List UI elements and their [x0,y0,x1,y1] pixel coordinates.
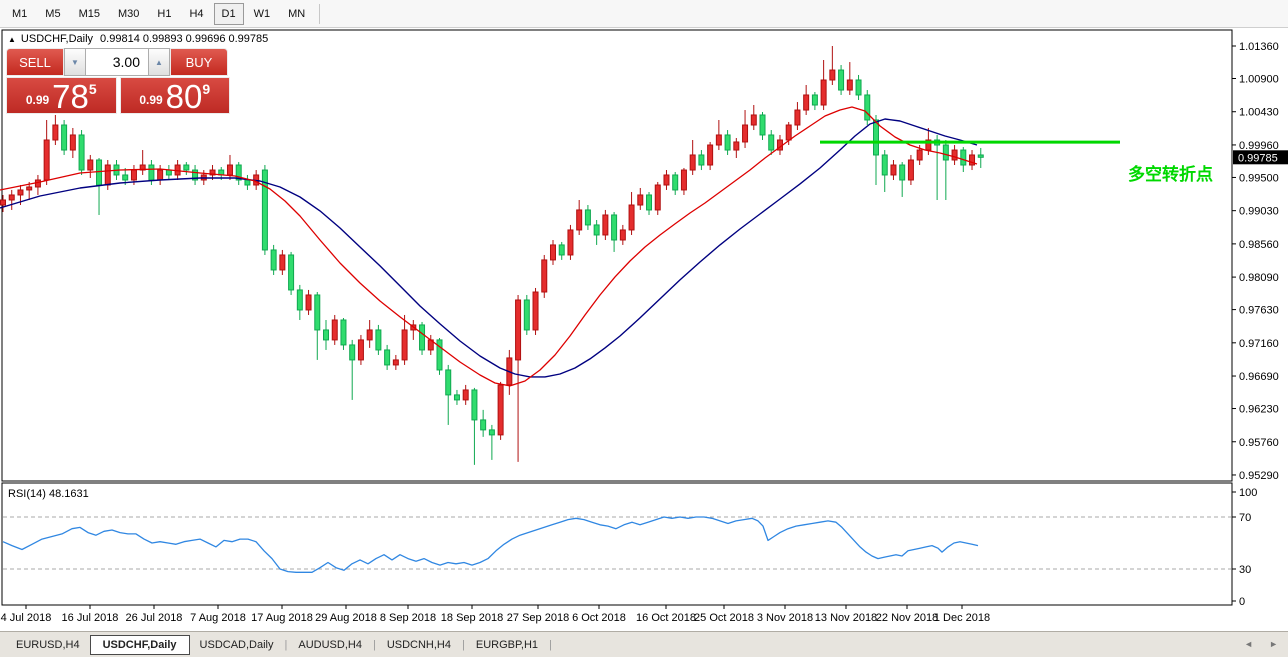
chart-symbol-label: USDCHF,Daily [20,33,94,45]
svg-text:3 Nov 2018: 3 Nov 2018 [757,612,813,624]
buy-price-box[interactable]: 0.99 80 9 [119,77,230,115]
svg-text:0.98090: 0.98090 [1239,272,1279,284]
sell-price-big: 78 [52,78,89,115]
svg-text:0.99785: 0.99785 [1238,152,1278,164]
svg-text:1.00900: 1.00900 [1239,74,1279,86]
svg-text:1 Dec 2018: 1 Dec 2018 [934,612,990,624]
svg-text:0.96690: 0.96690 [1239,371,1279,383]
svg-text:0: 0 [1239,596,1245,608]
sell-button[interactable]: SELL [6,48,64,76]
current-price-badge [1233,150,1288,165]
svg-text:0.97160: 0.97160 [1239,338,1279,350]
one-click-trade-panel: SELL ▼ 3.00 ▲ BUY 0.99 78 5 0.99 80 9 [6,48,230,114]
tab-separator: | [462,638,465,651]
svg-text:70: 70 [1239,512,1251,524]
rsi-pane[interactable] [1,482,1233,606]
svg-text:0.95760: 0.95760 [1239,437,1279,449]
chart-ohlc-values: 0.99814 0.99893 0.99696 0.99785 [100,33,269,45]
sell-price-prefix: 0.99 [25,93,50,107]
timeframe-button-h1[interactable]: H1 [157,7,172,20]
tab-separator: | [372,638,376,651]
sell-price-box[interactable]: 0.99 78 5 [6,77,117,114]
buy-price-sup: 9 [202,81,211,97]
svg-text:13 Nov 2018: 13 Nov 2018 [815,612,877,624]
svg-text:22 Nov 2018: 22 Nov 2018 [876,612,938,624]
volume-increase-button[interactable]: ▲ [148,48,170,76]
buy-price-prefix: 0.99 [139,93,163,107]
rsi-indicator-label: RSI(14) 48.1631 [8,488,89,500]
svg-text:16 Jul 2018: 16 Jul 2018 [62,612,119,624]
date-axis[interactable]: 4 Jul 2018 16 Jul 2018 26 Jul 2018 7 Aug 20… [1,605,991,624]
annotation-text: 多空转折点 [1128,165,1213,184]
timeframe-button-h4[interactable]: H4 [189,7,204,20]
timeframe-button-mn[interactable]: MN [288,7,306,20]
chart-tab-usdcad[interactable]: USDCAD,Daily [199,638,274,651]
buy-button[interactable]: BUY [170,48,228,76]
chart-tab-eurusd[interactable]: EURUSD,H4 [16,638,80,651]
buy-price-big: 80 [165,78,203,115]
svg-text:18 Sep 2018: 18 Sep 2018 [441,612,503,624]
svg-text:0.96230: 0.96230 [1239,404,1279,416]
svg-text:6 Oct 2018: 6 Oct 2018 [572,612,626,624]
svg-text:0.95290: 0.95290 [1239,470,1279,482]
timeframe-button-m15[interactable]: M15 [78,7,100,20]
candlestick-series [0,46,984,465]
collapse-arrow-icon[interactable]: ▲ [8,35,16,44]
svg-text:26 Jul 2018: 26 Jul 2018 [126,612,183,624]
svg-text:17 Aug 2018: 17 Aug 2018 [251,612,313,624]
spin-down-icon: ▼ [71,57,79,67]
tab-scroll-arrows: ◄ ► [1244,639,1278,649]
timeframe-button-d1[interactable]: D1 [213,2,244,25]
timeframe-button-m30[interactable]: M30 [117,7,140,20]
tab-separator: | [284,638,288,651]
chart-tab-audusd[interactable]: AUDUSD,H4 [298,638,362,651]
chart-title: ▲ USDCHF,Daily 0.99814 0.99893 0.99696 0.9… [8,33,268,45]
chart-tab-bar: EURUSD,H4 USDCHF,Daily USDCAD,Daily | AUDUSD… [0,631,1288,657]
tab-separator: | [549,638,552,651]
price-axis[interactable]: 1.01360 1.00900 1.00430 0.99960 0.99500 0.990… [1232,41,1288,482]
timeframe-button-m1[interactable]: M1 [12,7,28,20]
svg-text:16 Oct 2018: 16 Oct 2018 [636,612,696,624]
svg-text:0.99030: 0.99030 [1239,206,1279,218]
svg-text:27 Sep 2018: 27 Sep 2018 [507,612,569,624]
rsi-plot: 100 70 30 0 [3,487,1257,608]
svg-text:7 Aug 2018: 7 Aug 2018 [190,612,246,624]
toolbar-separator [319,3,321,24]
svg-text:29 Aug 2018: 29 Aug 2018 [315,612,377,624]
chart-tab-eurgbp[interactable]: EURGBP,H1 [475,638,539,651]
tab-scroll-right-icon[interactable]: ► [1269,639,1278,649]
chart-tab-usdchf[interactable]: USDCHF,Daily [89,634,190,655]
timeframe-button-w1[interactable]: W1 [253,7,271,20]
svg-text:0.98560: 0.98560 [1239,239,1279,251]
volume-decrease-button[interactable]: ▼ [64,48,86,76]
spin-up-icon: ▲ [155,57,163,67]
rsi-line [2,516,979,573]
timeframe-toolbar: M1 M5 M15 M30 H1 H4 D1 W1 MN [0,0,1288,28]
svg-text:1.01360: 1.01360 [1239,41,1279,53]
timeframe-buttons: M1 M5 M15 M30 H1 H4 D1 W1 MN [3,2,314,25]
ma-slow-line [0,118,978,378]
chart-tab-usdcnh[interactable]: USDCNH,H4 [386,638,451,651]
svg-text:1.00430: 1.00430 [1239,107,1279,119]
timeframe-button-m5[interactable]: M5 [45,7,61,20]
svg-text:0.99500: 0.99500 [1239,172,1279,184]
svg-text:25 Oct 2018: 25 Oct 2018 [694,612,754,624]
svg-text:4 Jul 2018: 4 Jul 2018 [1,612,52,624]
svg-text:0.97630: 0.97630 [1239,305,1279,317]
tab-scroll-left-icon[interactable]: ◄ [1244,639,1254,649]
svg-text:100: 100 [1239,487,1257,499]
sell-price-sup: 5 [88,81,97,97]
svg-text:8 Sep 2018: 8 Sep 2018 [380,612,436,624]
svg-text:0.99960: 0.99960 [1239,140,1279,152]
volume-input[interactable]: 3.00 [86,48,148,76]
ma-fast-line [0,106,978,387]
chart-tabs: EURUSD,H4 USDCHF,Daily USDCAD,Daily | AUDUSD… [6,634,553,655]
svg-text:30: 30 [1239,564,1251,576]
